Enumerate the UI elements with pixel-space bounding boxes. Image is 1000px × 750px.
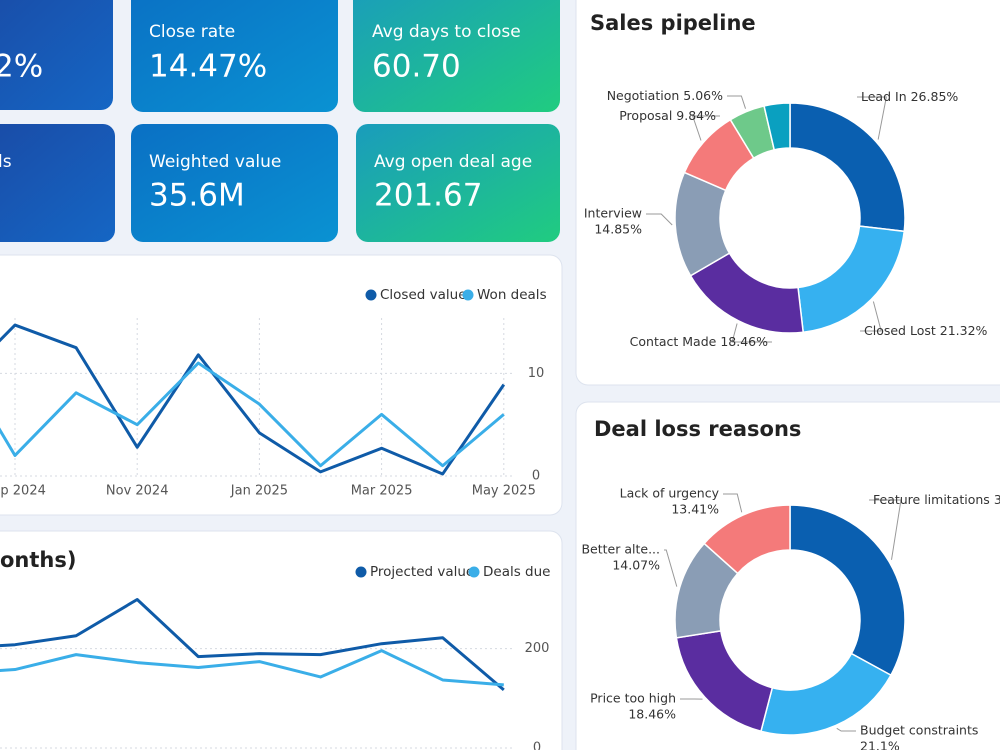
x-tick-label: May 2025 [472,484,536,499]
legend-label: Won deals [477,287,547,303]
kpi-value: 2% [0,49,43,85]
data-label-value: 14.07% [612,558,660,573]
kpi-card [131,0,338,112]
data-label-name: Closed Lost [864,323,936,338]
data-label-name: Budget constraints [860,723,978,738]
data-label-value: 18.46% [720,334,768,349]
line-series [0,323,506,476]
data-label: Negotiation 5.06% [607,88,723,103]
leader-line [731,323,772,343]
kpi-value: 35.6M [149,178,245,214]
data-label-value: 32.97% [994,492,1000,507]
data-label: Closed Lost 21.32% [864,323,988,338]
legend-label: Deals due [483,564,550,580]
data-label-name: Contact Made [630,334,717,349]
data-label-value: 21.32% [940,323,988,338]
panel [0,254,563,516]
x-tick-label: Mar 2025 [351,484,413,499]
x-tick-label: Jan 2025 [230,484,288,499]
panel [575,0,1000,386]
data-label: Feature limitations 32.97% [873,492,1000,507]
leader-line [869,499,902,560]
kpi-value: 14.47% [149,49,267,85]
chart-title: Deal loss reasons [594,417,801,441]
donut-slice [703,504,791,575]
kpi-label: Weighted value [149,152,281,172]
leader-line [723,493,743,513]
y-tick-label: 200 [525,641,550,656]
x-tick-label: Nov 2024 [106,484,169,499]
leader-line [646,213,673,226]
data-label-value: 5.06% [683,88,723,103]
data-label-name: Proposal [619,108,672,123]
y-tick-label: 0 [532,469,540,484]
leader-line [664,549,678,587]
legend-marker [365,289,377,301]
legend-label: Projected value [370,564,474,580]
data-label: Lead In 26.85% [861,89,958,104]
data-label-name: Lead In [861,89,907,104]
data-label: Contact Made 18.46% [630,334,768,349]
x-tick-label: Sep 2024 [0,484,46,499]
y-tick-label: 0 [533,741,541,750]
kpi-value: 201.67 [374,178,482,214]
leader-line [692,115,720,141]
kpi-label: Avg open deal age [374,152,532,172]
data-label: Proposal 9.84% [619,108,716,123]
data-label-value: 14.85% [594,222,642,237]
kpi-label: ls [0,152,12,172]
data-label-name: Lack of urgency [620,486,720,501]
data-label-value: 21.1% [860,739,900,750]
panel [0,530,563,750]
kpi-label: Close rate [149,22,235,42]
chart-title: onths) [0,548,76,572]
legend-label: Closed value [380,287,467,303]
line-series [0,649,504,687]
data-label-value: 13.41% [671,502,719,517]
data-label-name: Price too high [590,691,676,706]
kpi-card [356,124,560,242]
kpi-card [0,0,113,110]
kpi-value: 60.70 [372,49,461,85]
legend-marker [355,566,367,578]
y-tick-label: 10 [528,366,545,381]
line-series [0,361,505,468]
data-label-value: 9.84% [676,108,716,123]
donut-slice [763,102,791,151]
leader-line [860,301,882,332]
legend-marker [468,566,480,578]
kpi-label: Avg days to close [372,22,521,42]
chart-title: Sales pipeline [590,11,756,35]
kpi-card [353,0,560,112]
data-label-name: Feature limitations [873,492,990,507]
data-label-name: Interview [584,206,642,221]
donut-slice [789,504,906,677]
kpi-card [0,124,115,242]
legend-marker [462,289,474,301]
data-label-name: Better alte... [581,542,660,557]
data-label-value: 18.46% [628,707,676,722]
leader-line [836,727,856,732]
data-label-name: Negotiation [607,88,680,103]
leader-line [857,96,887,140]
donut-slice [789,102,906,233]
data-label-value: 26.85% [911,89,959,104]
line-series [0,597,505,692]
leader-line [727,95,747,109]
kpi-card [131,124,338,242]
